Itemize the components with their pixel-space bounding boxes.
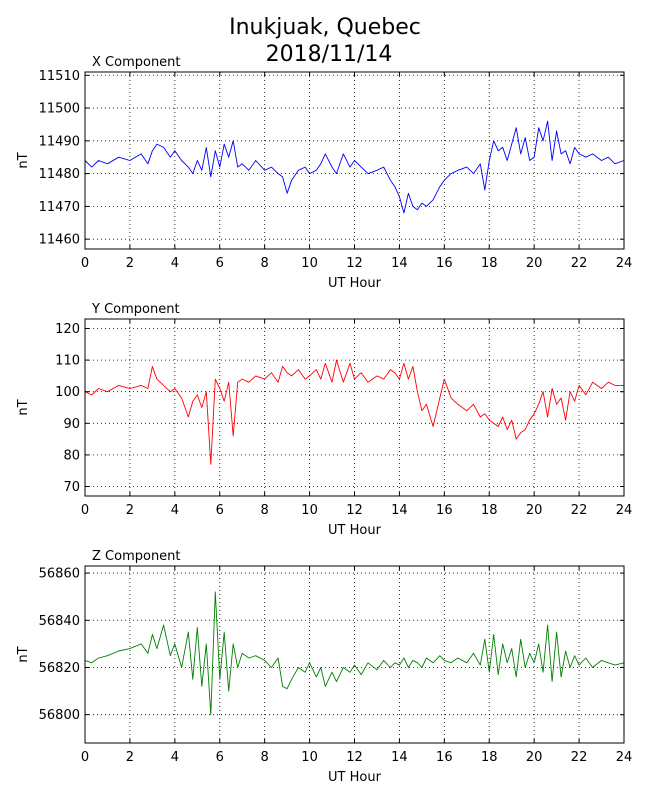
- x-tick-label: 16: [436, 503, 453, 518]
- y-tick-label: 110: [55, 354, 80, 369]
- y-tick-label: 90: [63, 417, 80, 432]
- y-tick-label: 11470: [39, 200, 80, 215]
- x-tick-label: 18: [481, 750, 498, 765]
- y-tick-label: 56800: [39, 708, 80, 723]
- x-tick-label: 10: [301, 503, 318, 518]
- y-tick-label: 11510: [39, 69, 80, 84]
- y-tick-label: 56820: [39, 661, 80, 676]
- y-tick-label: 100: [55, 385, 80, 400]
- x-tick-label: 14: [391, 750, 408, 765]
- chart-panel-x: X Component UT Hour nT 0 2 4 6 8 10 12 14 16 18 20…: [16, 55, 632, 291]
- x-tick-label: 8: [261, 503, 269, 518]
- y-tick-label: 70: [63, 480, 80, 495]
- x-tick-label: 2: [126, 256, 134, 271]
- series-line: [84, 120, 625, 214]
- y-tick-label: 11480: [39, 167, 80, 182]
- x-tick-label: 12: [346, 256, 363, 271]
- x-tick-label: 4: [171, 750, 179, 765]
- x-tick-label: 0: [81, 503, 89, 518]
- y-axis-label: nT: [16, 152, 31, 168]
- x-tick-label: 4: [171, 503, 179, 518]
- x-tick-label: 12: [346, 503, 363, 518]
- x-tick-label: 0: [81, 750, 89, 765]
- y-tick-label: 11500: [39, 102, 80, 117]
- x-tick-label: 14: [391, 503, 408, 518]
- series-line: [84, 359, 624, 465]
- x-tick-label: 8: [261, 256, 269, 271]
- chart-title: X Component: [92, 55, 181, 70]
- x-tick-label: 22: [571, 750, 588, 765]
- x-tick-label: 24: [616, 750, 633, 765]
- x-tick-label: 10: [301, 256, 318, 271]
- x-tick-label: 20: [526, 256, 543, 271]
- x-tick-label: 16: [436, 750, 453, 765]
- x-tick-label: 18: [481, 503, 498, 518]
- x-tick-label: 22: [571, 256, 588, 271]
- chart-panel-z: Z Component UT Hour nT 0 2 4 6 8 10 12 14 16 18 20…: [16, 549, 632, 785]
- figure-title-line1: Inukjuak, Quebec: [229, 15, 421, 40]
- y-tick-label: 56860: [39, 567, 80, 582]
- x-tick-label: 10: [301, 750, 318, 765]
- chart-panel-y: Y Component UT Hour nT 0 2 4 6 8 10 12 14 16 18 20…: [16, 302, 632, 538]
- chart-title: Z Component: [92, 549, 181, 564]
- x-tick-label: 8: [261, 750, 269, 765]
- x-tick-label: 6: [216, 503, 224, 518]
- x-axis-label: UT Hour: [328, 276, 382, 291]
- y-axis-label: nT: [16, 399, 31, 415]
- x-tick-label: 20: [526, 750, 543, 765]
- x-tick-label: 2: [126, 503, 134, 518]
- x-tick-label: 0: [81, 256, 89, 271]
- x-tick-label: 14: [391, 256, 408, 271]
- x-axis-label: UT Hour: [328, 770, 382, 785]
- y-axis-label: nT: [16, 646, 31, 662]
- figure-title-line2: 2018/11/14: [266, 42, 393, 67]
- x-axis-label: UT Hour: [328, 523, 382, 538]
- x-tick-label: 18: [481, 256, 498, 271]
- y-tick-label: 120: [55, 322, 80, 337]
- x-tick-label: 6: [216, 750, 224, 765]
- x-tick-label: 20: [526, 503, 543, 518]
- y-tick-label: 11490: [39, 134, 80, 149]
- x-tick-label: 2: [126, 750, 134, 765]
- x-tick-label: 12: [346, 750, 363, 765]
- chart-title: Y Component: [91, 302, 180, 317]
- x-tick-label: 4: [171, 256, 179, 271]
- x-tick-label: 24: [616, 256, 633, 271]
- x-tick-label: 24: [616, 503, 633, 518]
- y-tick-label: 80: [63, 448, 80, 463]
- y-tick-label: 56840: [39, 614, 80, 629]
- y-tick-label: 11460: [39, 233, 80, 248]
- x-tick-label: 22: [571, 503, 588, 518]
- x-tick-label: 6: [216, 256, 224, 271]
- series-line: [84, 591, 625, 716]
- x-tick-label: 16: [436, 256, 453, 271]
